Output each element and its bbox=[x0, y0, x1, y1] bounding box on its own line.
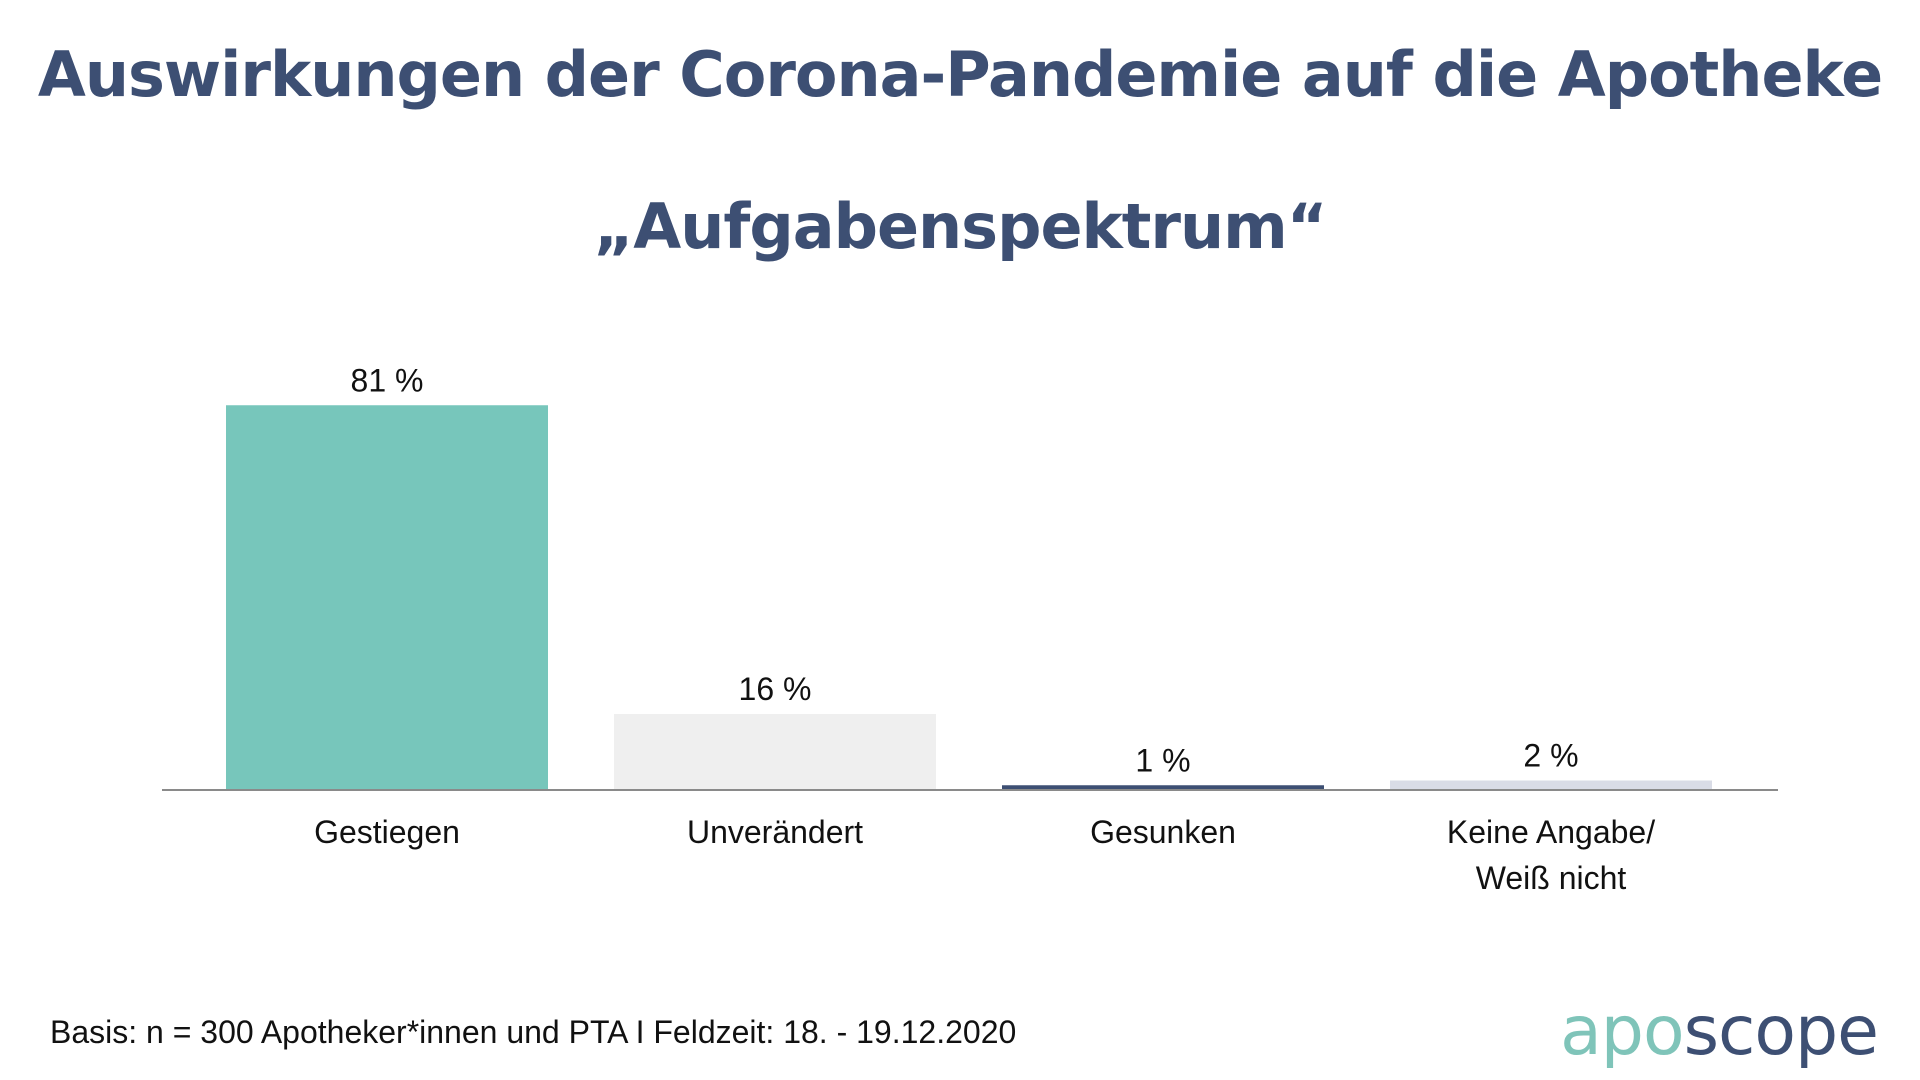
category-label-2: Unverändert bbox=[687, 814, 863, 850]
data-label-2: 16 % bbox=[739, 671, 812, 707]
bar-3 bbox=[1002, 785, 1324, 790]
data-label-4: 2 % bbox=[1523, 738, 1578, 774]
bars-group: 81 % Gestiegen 16 % Unverändert 1 % Gesunken 2… bbox=[226, 362, 1712, 896]
chart-subtitle: „Aufgabenspektrum“ bbox=[593, 190, 1328, 263]
category-label-3: Gesunken bbox=[1090, 814, 1236, 850]
data-label-1: 81 % bbox=[351, 362, 424, 398]
logo-part-scope: scope bbox=[1683, 992, 1879, 1071]
category-label-4: Keine Angabe/Weiß nicht bbox=[1447, 814, 1655, 896]
bar-1 bbox=[226, 405, 548, 790]
data-label-3: 1 % bbox=[1135, 742, 1190, 778]
bar-2 bbox=[614, 714, 936, 790]
footnote-basis: Basis: n = 300 Apotheker*innen und PTA I… bbox=[50, 1014, 1017, 1050]
logo-part-apo: apo bbox=[1560, 992, 1684, 1071]
bar-4 bbox=[1390, 780, 1712, 790]
chart-title: Auswirkungen der Corona-Pandemie auf die… bbox=[37, 38, 1883, 111]
aposcope-logo: aposcope bbox=[1560, 992, 1879, 1071]
category-label-1: Gestiegen bbox=[314, 814, 460, 850]
